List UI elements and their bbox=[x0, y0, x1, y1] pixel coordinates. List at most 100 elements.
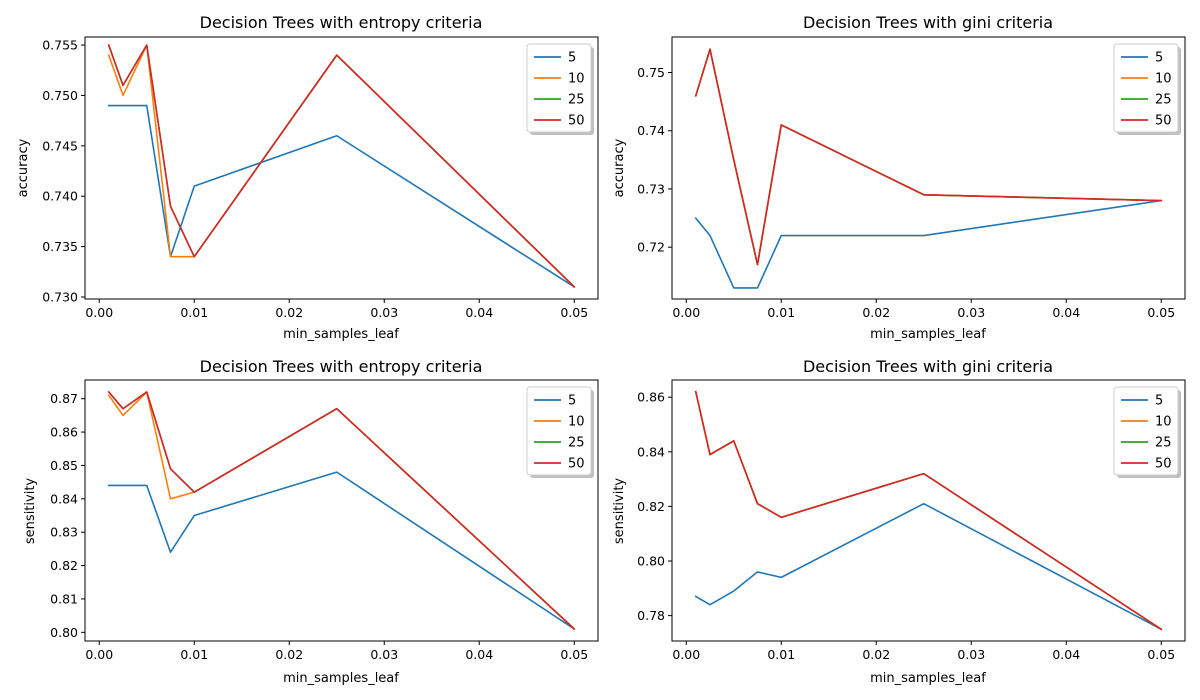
legend-label: 5 bbox=[568, 394, 576, 409]
y-tick-label: 0.735 bbox=[42, 239, 78, 254]
x-tick-label: 0.05 bbox=[1147, 305, 1175, 320]
subplot-bottom-left: Decision Trees with entropy criteria min… bbox=[23, 357, 599, 686]
x-axis-label: min_samples_leaf bbox=[283, 671, 399, 686]
legend-label: 10 bbox=[568, 415, 585, 430]
legend-label: 10 bbox=[568, 72, 585, 87]
legend-label: 25 bbox=[1155, 93, 1172, 108]
legend-label: 50 bbox=[568, 457, 585, 472]
y-axis-label: accuracy bbox=[612, 138, 627, 197]
legend-label: 50 bbox=[1155, 457, 1172, 472]
legend-box bbox=[526, 43, 592, 133]
series-line-5 bbox=[107, 471, 576, 631]
y-tick-label: 0.83 bbox=[50, 525, 78, 540]
x-tick-label: 0.04 bbox=[1052, 647, 1080, 662]
y-tick-label: 0.74 bbox=[637, 123, 665, 138]
x-tick-label: 0.05 bbox=[1147, 647, 1175, 662]
x-tick-label: 0.05 bbox=[560, 305, 588, 320]
y-tick-label: 0.730 bbox=[42, 289, 78, 304]
x-axis-label: min_samples_leaf bbox=[870, 671, 986, 686]
y-tick-label: 0.750 bbox=[42, 88, 78, 103]
y-tick-label: 0.72 bbox=[637, 240, 665, 255]
legend-label: 5 bbox=[568, 51, 576, 66]
x-tick-label: 0.00 bbox=[672, 647, 700, 662]
y-tick-label: 0.80 bbox=[637, 554, 665, 569]
chart-title: Decision Trees with gini criteria bbox=[803, 357, 1053, 376]
plot-lines bbox=[107, 44, 576, 289]
x-tick-label: 0.00 bbox=[672, 305, 700, 320]
legend-label: 25 bbox=[1155, 436, 1172, 451]
legend-box bbox=[1113, 386, 1179, 476]
y-tick-label: 0.82 bbox=[637, 499, 665, 514]
y-tick-label: 0.82 bbox=[50, 558, 78, 573]
subplot-top-right: Decision Trees with gini criteria min_sa… bbox=[612, 13, 1186, 342]
series-line-50 bbox=[107, 44, 576, 289]
legend: 5 10 25 50 bbox=[1113, 386, 1181, 478]
chart-title: Decision Trees with entropy criteria bbox=[200, 357, 483, 376]
plot-lines bbox=[694, 390, 1163, 631]
x-tick-label: 0.02 bbox=[275, 647, 303, 662]
chart-title: Decision Trees with entropy criteria bbox=[200, 13, 483, 32]
y-tick-label: 0.745 bbox=[42, 138, 78, 153]
plot-lines bbox=[694, 48, 1163, 289]
legend: 5 10 25 50 bbox=[526, 386, 594, 478]
x-tick-label: 0.05 bbox=[560, 647, 588, 662]
y-tick-label: 0.75 bbox=[637, 65, 665, 80]
y-tick-label: 0.85 bbox=[50, 458, 78, 473]
x-tick-label: 0.04 bbox=[465, 305, 493, 320]
legend: 5 10 25 50 bbox=[526, 43, 594, 135]
y-tick-label: 0.86 bbox=[50, 425, 78, 440]
y-tick-label: 0.87 bbox=[50, 391, 78, 406]
legend-label: 50 bbox=[568, 114, 585, 129]
x-tick-label: 0.00 bbox=[85, 305, 113, 320]
series-line-50 bbox=[107, 390, 576, 631]
y-axis-label: sensitivity bbox=[612, 478, 627, 545]
axes-frame bbox=[671, 379, 1186, 642]
y-tick-label: 0.78 bbox=[637, 608, 665, 623]
legend-label: 10 bbox=[1155, 415, 1172, 430]
series-line-5 bbox=[694, 502, 1163, 631]
axes-frame bbox=[84, 379, 599, 642]
y-axis-label: sensitivity bbox=[23, 478, 38, 545]
x-tick-label: 0.03 bbox=[957, 305, 985, 320]
x-axis-label: min_samples_leaf bbox=[283, 327, 399, 342]
x-tick-label: 0.01 bbox=[180, 305, 208, 320]
subplot-bottom-right: Decision Trees with gini criteria min_sa… bbox=[612, 357, 1186, 686]
y-axis-label: accuracy bbox=[16, 138, 31, 197]
series-line-5 bbox=[694, 199, 1163, 289]
x-tick-label: 0.03 bbox=[370, 305, 398, 320]
subplot-top-left: Decision Trees with entropy criteria min… bbox=[16, 13, 599, 342]
y-tick-label: 0.755 bbox=[42, 38, 78, 53]
y-tick-label: 0.740 bbox=[42, 189, 78, 204]
x-tick-label: 0.03 bbox=[370, 647, 398, 662]
legend-label: 25 bbox=[568, 93, 585, 108]
legend-label: 25 bbox=[568, 436, 585, 451]
series-line-50 bbox=[694, 48, 1163, 266]
x-tick-label: 0.00 bbox=[85, 647, 113, 662]
plot-lines bbox=[107, 390, 576, 631]
x-tick-label: 0.01 bbox=[767, 305, 795, 320]
x-tick-label: 0.02 bbox=[862, 305, 890, 320]
legend-box bbox=[526, 386, 592, 476]
x-tick-label: 0.01 bbox=[180, 647, 208, 662]
axes-frame bbox=[84, 36, 599, 300]
legend: 5 10 25 50 bbox=[1113, 43, 1181, 135]
legend-box bbox=[1113, 43, 1179, 133]
y-tick-label: 0.86 bbox=[637, 390, 665, 405]
x-tick-label: 0.04 bbox=[1052, 305, 1080, 320]
y-tick-label: 0.80 bbox=[50, 625, 78, 640]
y-tick-label: 0.84 bbox=[50, 491, 78, 506]
axes-frame bbox=[671, 36, 1186, 300]
x-axis-label: min_samples_leaf bbox=[870, 327, 986, 342]
y-tick-label: 0.84 bbox=[637, 444, 665, 459]
y-tick-label: 0.81 bbox=[50, 591, 78, 606]
x-tick-label: 0.03 bbox=[957, 647, 985, 662]
x-tick-label: 0.02 bbox=[862, 647, 890, 662]
legend-label: 50 bbox=[1155, 114, 1172, 129]
x-tick-label: 0.01 bbox=[767, 647, 795, 662]
legend-label: 5 bbox=[1155, 394, 1163, 409]
chart-title: Decision Trees with gini criteria bbox=[803, 13, 1053, 32]
x-tick-label: 0.02 bbox=[275, 305, 303, 320]
legend-label: 10 bbox=[1155, 72, 1172, 87]
